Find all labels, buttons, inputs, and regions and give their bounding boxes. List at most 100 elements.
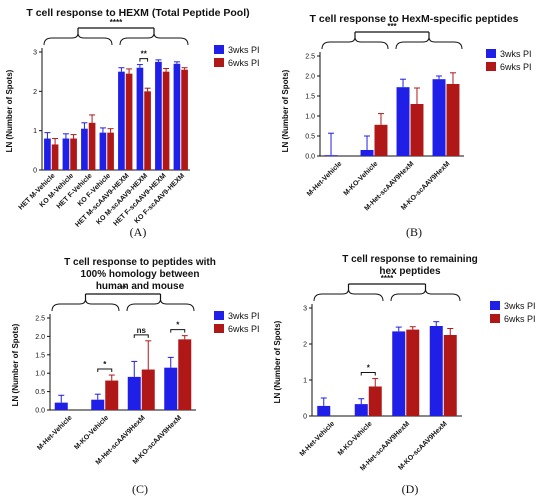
bar-6wks [88,122,96,170]
y-axis-label: LN (Number of Spots) [11,323,20,406]
y-axis-label: LN (Number of Spots) [281,69,290,152]
chart-title-line: T cell response to HexM-specific peptide… [310,13,519,25]
bar-3wks [324,155,338,156]
legend-swatch [486,62,496,71]
x-category-label: M-KO-Vehicle [343,160,380,197]
bar-6wks [51,144,59,170]
bar-6wks [181,69,188,170]
chart-title-line: T cell response to remaining [342,254,478,265]
y-tick-label: 3 [33,50,37,57]
bar-6wks [125,73,133,170]
group-brace-treatment [126,298,195,312]
bar-3wks [164,367,178,410]
significance-label: **** [381,274,394,283]
bar-6wks [107,132,114,170]
bar-3wks [54,402,68,410]
pair-significance-label: * [367,364,371,373]
bar-6wks [406,329,420,416]
chart-title-line: 100% homology between [81,269,200,280]
bar-3wks [127,376,141,410]
panel-letter: (D) [402,482,419,496]
group-brace-vehicle [51,298,120,312]
y-axis-label: LN (Number of Spots) [5,69,14,152]
y-tick-label: 1 [303,378,307,385]
legend-swatch [214,58,224,67]
pair-significance-label: * [103,360,107,369]
x-category-label: M-Het-Vehicle [299,420,336,457]
y-tick-label: 2.5 [305,54,315,61]
x-category-label: M-KO-Vehicle [73,414,110,451]
pair-significance-label: * [176,321,180,330]
legend-swatch [214,324,224,333]
pair-bracket [133,334,149,338]
bar-3wks [62,138,70,170]
bar-3wks [354,404,368,416]
legend-label: 3wks PI [228,311,260,321]
x-category-label: M-KO-Vehicle [337,420,374,457]
bar-3wks [432,79,446,156]
y-axis-label: LN (Number of Spots) [273,320,282,403]
bar-6wks [446,84,460,156]
y-tick-label: 1.5 [305,94,315,101]
bar-3wks [173,63,181,170]
legend-label: 6wks PI [228,324,260,334]
y-tick-label: 1.5 [35,352,45,359]
bar-6wks [144,91,151,170]
legend-label: 6wks PI [500,62,532,72]
bar-3wks [44,138,51,170]
panel-letter: (A) [130,225,147,239]
chart-title-line: T cell response to peptides with [64,257,216,268]
pair-bracket [97,368,113,373]
legend-swatch [486,49,496,58]
panel-letter: (B) [406,225,422,239]
bar-6wks [374,124,388,156]
bar-3wks [99,132,107,170]
legend-swatch [490,314,500,323]
legend-label: 3wks PI [504,301,536,311]
y-tick-label: 0.0 [35,408,45,415]
bar-3wks [396,87,410,156]
y-tick-label: 2.0 [35,334,45,341]
chart-title-line: T cell response to HEXM (Total Peptide P… [26,7,249,19]
x-category-label: M-Het-Vehicle [306,160,343,197]
bar-3wks [118,71,125,170]
bar-3wks [136,67,144,170]
bar-6wks [178,339,192,410]
y-tick-label: 2 [33,89,37,96]
bar-3wks [360,150,374,156]
group-brace-treatment [119,32,189,46]
legend-swatch [490,301,500,310]
bar-3wks [91,399,105,410]
bar-6wks [162,71,170,170]
significance-label: **** [110,18,123,27]
x-category-label: M-Het-Vehicle [36,414,73,451]
legend-swatch [214,311,224,320]
y-tick-label: 0.5 [305,134,315,141]
y-tick-label: 0 [303,414,307,421]
group-brace-vehicle [313,288,384,302]
significance-label: ** [120,284,127,293]
group-brace-treatment [390,288,461,302]
legend-label: 6wks PI [228,58,260,68]
chart-panel-1: T cell response to HEXM (Total Peptide P… [5,7,260,239]
bar-3wks [155,61,162,171]
y-tick-label: 1.0 [35,371,45,378]
bar-6wks [410,104,424,156]
bar-3wks [317,405,331,416]
bar-3wks [429,326,443,416]
legend-label: 6wks PI [504,314,536,324]
y-tick-label: 2.5 [35,316,45,323]
y-tick-label: 1.0 [305,114,315,121]
chart-title-line: hex peptides [379,266,441,277]
bar-6wks [141,369,155,410]
bar-6wks [105,380,119,410]
group-brace-treatment [395,36,463,50]
legend-swatch [214,45,224,54]
pair-significance-label: ** [141,50,148,59]
y-tick-label: 0.0 [305,154,315,161]
y-tick-label: 1 [33,128,37,135]
y-tick-label: 2 [303,342,307,349]
bar-6wks [443,335,457,416]
chart-panel-2: T cell response to HexM-specific peptide… [281,13,532,239]
